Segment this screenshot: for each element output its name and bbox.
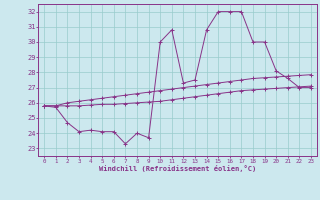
X-axis label: Windchill (Refroidissement éolien,°C): Windchill (Refroidissement éolien,°C) bbox=[99, 165, 256, 172]
